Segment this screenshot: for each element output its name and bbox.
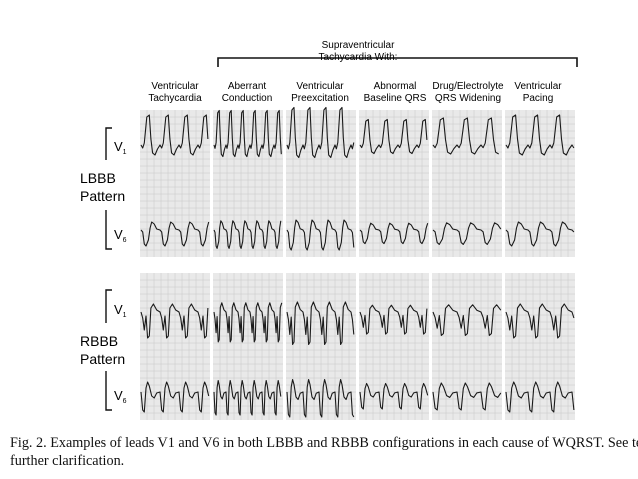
lbbb-label-b: Pattern bbox=[80, 188, 125, 204]
col-2-label-a: Aberrant bbox=[228, 81, 267, 92]
supra-header-line1: Supraventricular bbox=[322, 40, 395, 51]
ecg-panels bbox=[140, 110, 575, 420]
ecg-trace-rbbb-v1-vt bbox=[140, 303, 209, 339]
lbbb-v1-sub: 1 bbox=[123, 149, 127, 156]
lbbb-label-a: LBBB bbox=[80, 170, 116, 186]
ecg-traces bbox=[140, 106, 575, 418]
figure-caption: Fig. 2. Examples of leads V1 and V6 in b… bbox=[10, 434, 638, 470]
rbbb-v6-bracket bbox=[105, 371, 112, 411]
ecg-trace-rbbb-v6-preex bbox=[286, 378, 355, 418]
rbbb-v1-label: V1 bbox=[114, 302, 127, 319]
ecg-trace-rbbb-v1-preex bbox=[286, 301, 355, 346]
ecg-trace-lbbb-v6-preex bbox=[286, 219, 355, 251]
ecg-trace-rbbb-v6-aberrant bbox=[213, 379, 282, 416]
col-3-label-b: Preexcitation bbox=[291, 93, 349, 104]
ecg-trace-lbbb-v1-aberrant bbox=[213, 109, 282, 158]
ecg-trace-lbbb-v1-abnormal bbox=[359, 118, 428, 155]
ecg-trace-rbbb-v6-paced bbox=[505, 381, 575, 413]
ecg-trace-rbbb-v6-drug bbox=[432, 382, 502, 411]
rbbb-label-b: Pattern bbox=[80, 351, 125, 367]
ecg-trace-lbbb-v1-paced bbox=[505, 114, 575, 156]
ecg-trace-rbbb-v1-aberrant bbox=[213, 302, 283, 343]
ecg-trace-lbbb-v6-drug bbox=[432, 222, 502, 245]
lbbb-v6-sub: 6 bbox=[123, 237, 127, 244]
col-2-label-b: Conduction bbox=[222, 93, 273, 104]
col-1-label-b: Tachycardia bbox=[148, 93, 202, 104]
supra-header-line2: Tachycardia With: bbox=[319, 52, 398, 63]
column-headings: Ventricular Tachycardia Aberrant Conduct… bbox=[148, 81, 562, 104]
row-labels: V1 V6 LBBB Pattern V1 V6 RBBB Pattern bbox=[80, 127, 127, 411]
ecg-trace-rbbb-v1-paced bbox=[505, 303, 575, 339]
rbbb-label-a: RBBB bbox=[80, 333, 118, 349]
ecg-trace-lbbb-v6-aberrant bbox=[213, 220, 282, 249]
lbbb-v6-bracket bbox=[105, 210, 112, 250]
rbbb-v1-bracket bbox=[105, 289, 112, 323]
col-4-label-a: Abnormal bbox=[374, 81, 417, 92]
ecg-trace-rbbb-v6-vt bbox=[140, 381, 210, 413]
col-6-label-b: Pacing bbox=[523, 93, 554, 104]
ecg-trace-rbbb-v6-abnormal bbox=[359, 382, 429, 410]
col-4-label-b: Baseline QRS bbox=[364, 93, 427, 104]
lbbb-v1-label: V1 bbox=[114, 139, 127, 156]
ecg-trace-lbbb-v1-preex bbox=[286, 106, 355, 159]
ecg-trace-lbbb-v6-abnormal bbox=[359, 222, 429, 245]
col-5-label-a: Drug/Electrolyte bbox=[432, 81, 504, 92]
rbbb-v6-sub: 6 bbox=[123, 398, 127, 405]
col-1-label-a: Ventricular bbox=[151, 81, 199, 92]
ecg-trace-lbbb-v1-drug bbox=[432, 117, 499, 155]
col-3-label-a: Ventricular bbox=[296, 81, 344, 92]
col-5-label-b: QRS Widening bbox=[435, 93, 501, 104]
caption-line-1: Fig. 2. Examples of leads V1 and V6 in b… bbox=[10, 435, 638, 451]
ecg-trace-lbbb-v6-vt bbox=[140, 221, 210, 247]
rbbb-v1-sub: 1 bbox=[123, 312, 127, 319]
caption-line-2: further clarification. bbox=[10, 453, 125, 469]
ecg-trace-lbbb-v6-paced bbox=[505, 221, 575, 247]
col-6-label-a: Ventricular bbox=[514, 81, 562, 92]
lbbb-v1-bracket bbox=[105, 127, 112, 160]
ecg-trace-rbbb-v1-drug bbox=[432, 304, 502, 336]
lbbb-v6-label: V6 bbox=[114, 227, 127, 244]
ecg-trace-lbbb-v1-vt bbox=[140, 114, 209, 156]
supra-bracket bbox=[217, 57, 578, 67]
rbbb-v6-label: V6 bbox=[114, 388, 127, 405]
ecg-trace-rbbb-v1-abnormal bbox=[359, 304, 428, 335]
